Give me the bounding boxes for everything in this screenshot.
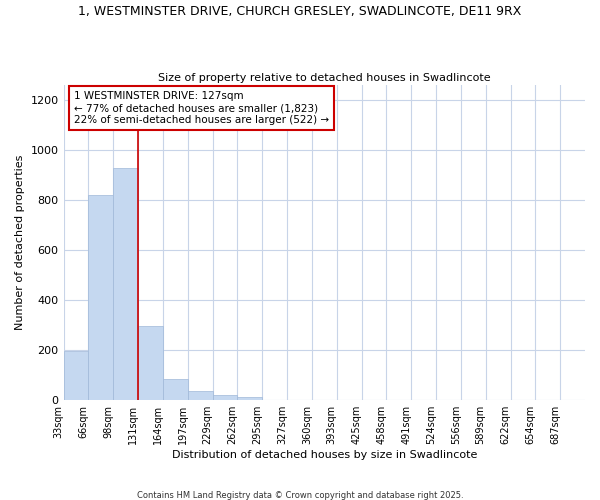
Text: Contains HM Land Registry data © Crown copyright and database right 2025.: Contains HM Land Registry data © Crown c… [137, 490, 463, 500]
Bar [163, 379, 188, 400]
Bar [188, 390, 212, 400]
Text: 1, WESTMINSTER DRIVE, CHURCH GRESLEY, SWADLINCOTE, DE11 9RX: 1, WESTMINSTER DRIVE, CHURCH GRESLEY, SW… [79, 5, 521, 18]
Bar [113, 168, 138, 400]
Y-axis label: Number of detached properties: Number of detached properties [15, 155, 25, 330]
Title: Size of property relative to detached houses in Swadlincote: Size of property relative to detached ho… [158, 73, 491, 83]
Bar [88, 195, 113, 400]
Bar [64, 352, 88, 400]
Bar [238, 397, 262, 400]
Text: 1 WESTMINSTER DRIVE: 127sqm
← 77% of detached houses are smaller (1,823)
22% of : 1 WESTMINSTER DRIVE: 127sqm ← 77% of det… [74, 92, 329, 124]
Bar [138, 326, 163, 400]
X-axis label: Distribution of detached houses by size in Swadlincote: Distribution of detached houses by size … [172, 450, 477, 460]
Bar [212, 395, 238, 400]
